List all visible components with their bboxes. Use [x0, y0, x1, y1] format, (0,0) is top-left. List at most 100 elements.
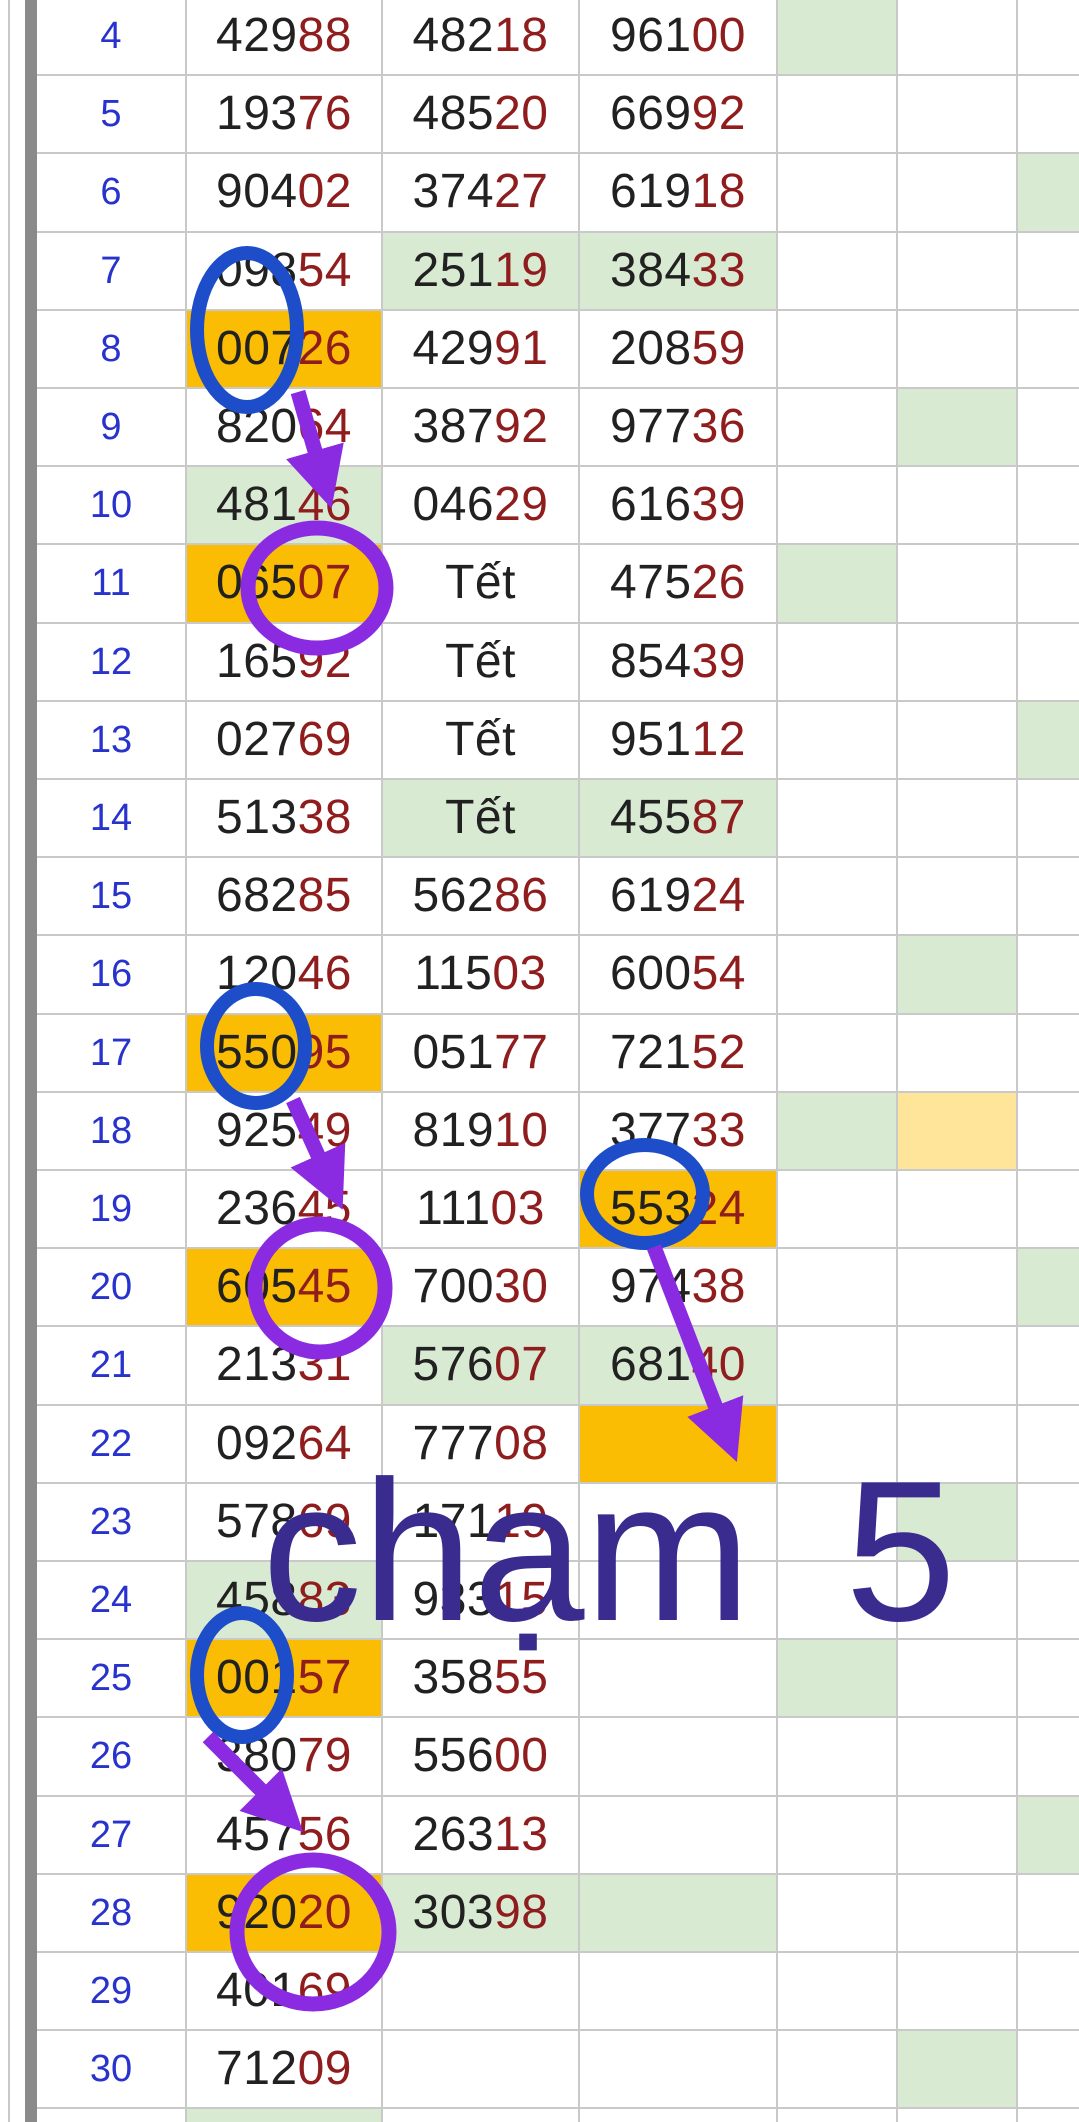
- row-number-cell[interactable]: 25: [37, 1640, 187, 1719]
- table-cell[interactable]: 457 56: [187, 1796, 383, 1875]
- table-cell[interactable]: 213 31: [187, 1327, 383, 1406]
- table-cell[interactable]: [898, 1874, 1018, 1953]
- row-number-cell[interactable]: 6: [37, 154, 187, 233]
- table-cell[interactable]: [778, 1092, 898, 1171]
- table-cell[interactable]: 712 09: [187, 2031, 383, 2110]
- table-cell[interactable]: [898, 467, 1018, 546]
- table-cell[interactable]: [1018, 1171, 1079, 1250]
- table-cell[interactable]: [898, 2031, 1018, 2110]
- table-cell[interactable]: [1018, 1953, 1079, 2032]
- table-cell[interactable]: [1018, 2109, 1079, 2122]
- table-cell[interactable]: [580, 1405, 778, 1484]
- row-number-cell[interactable]: 5: [37, 76, 187, 155]
- row-number-cell[interactable]: [37, 2109, 187, 2122]
- table-cell[interactable]: 933 15: [383, 1562, 580, 1641]
- table-cell[interactable]: 513 38: [187, 780, 383, 859]
- table-cell[interactable]: [778, 389, 898, 468]
- table-cell[interactable]: 556 00: [383, 1718, 580, 1797]
- table-cell[interactable]: [898, 1562, 1018, 1641]
- table-cell[interactable]: [898, 1014, 1018, 1093]
- row-number-cell[interactable]: 28: [37, 1874, 187, 1953]
- table-cell[interactable]: 051 77: [383, 1014, 580, 1093]
- table-cell[interactable]: 482 18: [383, 0, 580, 77]
- table-cell[interactable]: 401 69: [187, 1953, 383, 2032]
- table-cell[interactable]: [778, 1483, 898, 1562]
- table-cell[interactable]: 001 57: [187, 1640, 383, 1719]
- table-cell[interactable]: 974 38: [580, 1249, 778, 1328]
- table-cell[interactable]: [778, 2109, 898, 2122]
- table-cell[interactable]: 820 64: [187, 389, 383, 468]
- table-cell[interactable]: [1018, 467, 1079, 546]
- table-cell[interactable]: [898, 701, 1018, 780]
- table-cell[interactable]: [778, 701, 898, 780]
- row-number-cell[interactable]: 23: [37, 1483, 187, 1562]
- table-cell[interactable]: [898, 0, 1018, 77]
- table-cell[interactable]: [898, 1640, 1018, 1719]
- row-number-cell[interactable]: 7: [37, 232, 187, 311]
- table-cell[interactable]: 193 76: [187, 76, 383, 155]
- table-cell[interactable]: [1018, 780, 1079, 859]
- table-cell[interactable]: [1018, 1327, 1079, 1406]
- table-cell[interactable]: [1018, 76, 1079, 155]
- table-cell[interactable]: [898, 936, 1018, 1015]
- table-cell[interactable]: [898, 1483, 1018, 1562]
- table-cell[interactable]: 046 29: [383, 467, 580, 546]
- table-cell[interactable]: Tết: [383, 623, 580, 702]
- row-number-cell[interactable]: 20: [37, 1249, 187, 1328]
- table-cell[interactable]: [778, 1405, 898, 1484]
- table-cell[interactable]: [1018, 1405, 1079, 1484]
- table-cell[interactable]: 904 02: [187, 154, 383, 233]
- table-cell[interactable]: 721 52: [580, 1014, 778, 1093]
- row-number-cell[interactable]: 15: [37, 858, 187, 937]
- table-cell[interactable]: [778, 936, 898, 1015]
- table-cell[interactable]: [898, 1171, 1018, 1250]
- table-cell[interactable]: 455 87: [580, 780, 778, 859]
- table-cell[interactable]: 977 36: [580, 389, 778, 468]
- table-cell[interactable]: 165 92: [187, 623, 383, 702]
- table-cell[interactable]: [1018, 1718, 1079, 1797]
- row-number-cell[interactable]: 13: [37, 701, 187, 780]
- row-number-cell[interactable]: 10: [37, 467, 187, 546]
- table-cell[interactable]: [1018, 0, 1079, 77]
- table-cell[interactable]: [898, 2109, 1018, 2122]
- table-cell[interactable]: [580, 1562, 778, 1641]
- table-cell[interactable]: [383, 2109, 580, 2122]
- table-cell[interactable]: [1018, 936, 1079, 1015]
- row-number-cell[interactable]: 11: [37, 545, 187, 624]
- table-cell[interactable]: 092 64: [187, 1405, 383, 1484]
- table-cell[interactable]: [580, 1483, 778, 1562]
- row-number-cell[interactable]: 29: [37, 1953, 187, 2032]
- table-cell[interactable]: [580, 1953, 778, 2032]
- table-cell[interactable]: [898, 1249, 1018, 1328]
- table-cell[interactable]: [1018, 1874, 1079, 1953]
- table-cell[interactable]: [898, 232, 1018, 311]
- table-cell[interactable]: 920 20: [187, 1874, 383, 1953]
- table-cell[interactable]: Tết: [383, 780, 580, 859]
- table-cell[interactable]: [1018, 232, 1079, 311]
- row-number-cell[interactable]: 4: [37, 0, 187, 77]
- table-cell[interactable]: [1018, 2031, 1079, 2110]
- table-cell[interactable]: [580, 2109, 778, 2122]
- table-cell[interactable]: 619 18: [580, 154, 778, 233]
- table-cell[interactable]: 700 30: [383, 1249, 580, 1328]
- table-cell[interactable]: [778, 0, 898, 77]
- row-number-cell[interactable]: 19: [37, 1171, 187, 1250]
- row-number-cell[interactable]: 21: [37, 1327, 187, 1406]
- table-cell[interactable]: 553 24: [580, 1171, 778, 1250]
- table-cell[interactable]: [187, 2109, 383, 2122]
- table-cell[interactable]: [778, 154, 898, 233]
- left-gray-scrollbar[interactable]: [25, 0, 37, 2122]
- table-cell[interactable]: [778, 1953, 898, 2032]
- table-cell[interactable]: 458 83: [187, 1562, 383, 1641]
- table-cell[interactable]: [778, 76, 898, 155]
- table-cell[interactable]: [778, 1718, 898, 1797]
- table-cell[interactable]: [580, 1874, 778, 1953]
- table-cell[interactable]: [778, 1014, 898, 1093]
- table-cell[interactable]: 562 86: [383, 858, 580, 937]
- table-cell[interactable]: 777 08: [383, 1405, 580, 1484]
- table-cell[interactable]: 481 46: [187, 467, 383, 546]
- table-cell[interactable]: [383, 2031, 580, 2110]
- table-cell[interactable]: 380 79: [187, 1718, 383, 1797]
- table-cell[interactable]: [778, 623, 898, 702]
- table-cell[interactable]: 616 39: [580, 467, 778, 546]
